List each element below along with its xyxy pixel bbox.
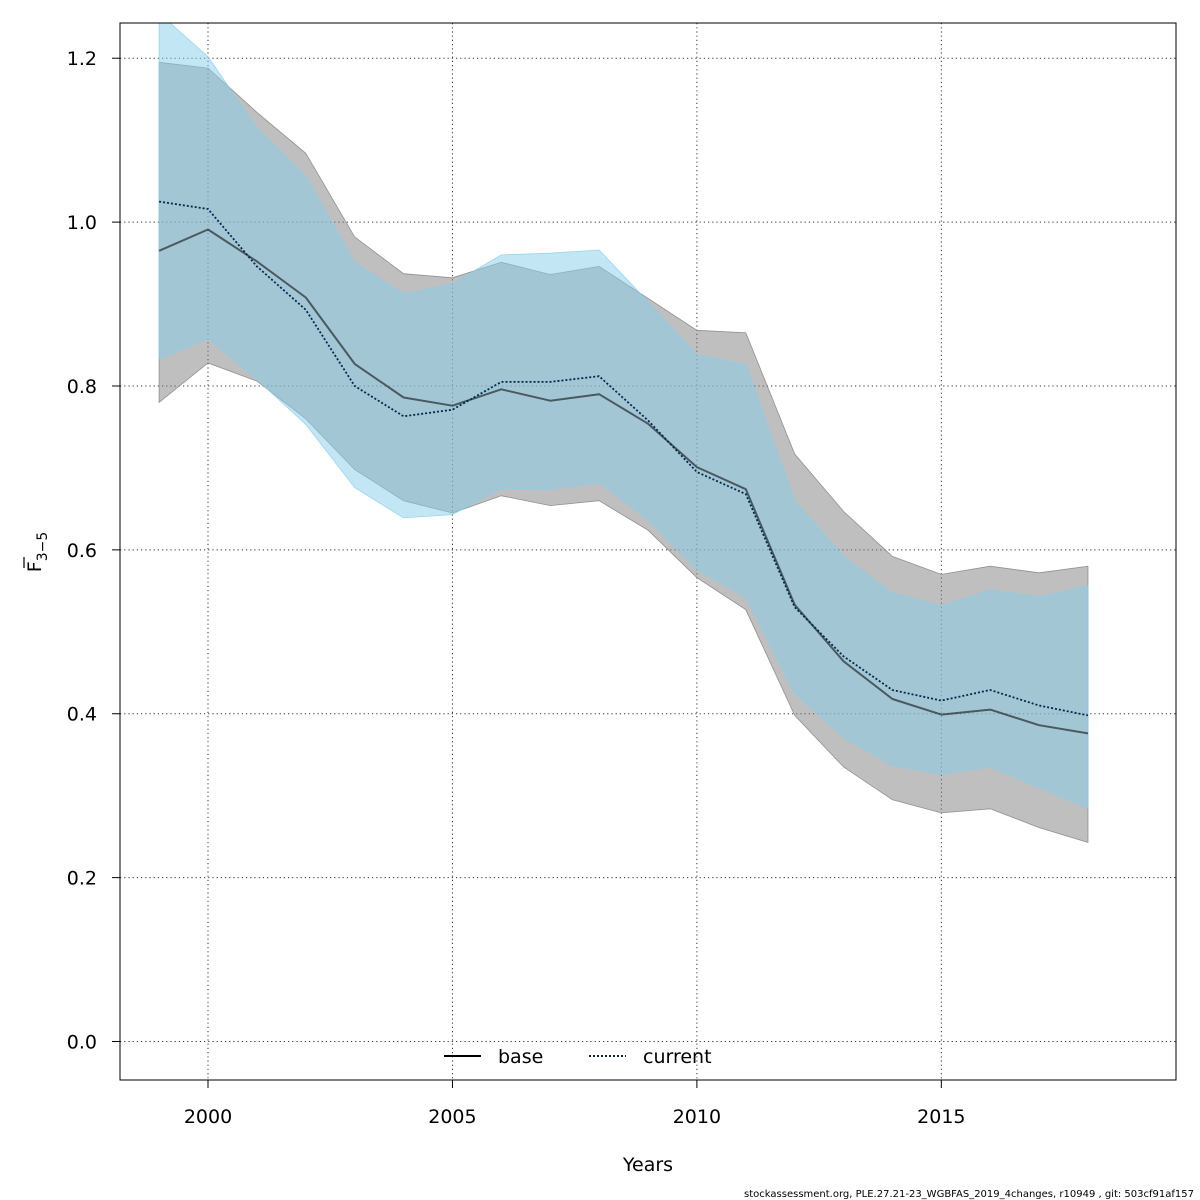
svg-text:F3−5: F3−5 bbox=[24, 532, 51, 572]
series-line-current bbox=[158, 200, 1089, 717]
x-axis: 2000 2005 2010 2015 bbox=[184, 1080, 966, 1128]
x-tick-label: 2015 bbox=[917, 1106, 965, 1128]
legend: base current bbox=[444, 1046, 712, 1068]
confidence-band-current bbox=[158, 23, 1089, 809]
y-tick-label: 0.8 bbox=[67, 376, 97, 398]
y-axis-title: F3−5 bbox=[23, 532, 51, 572]
y-tick-label: 0.2 bbox=[67, 868, 97, 890]
x-tick-label: 2010 bbox=[673, 1106, 721, 1128]
y-tick-label: 0.4 bbox=[67, 704, 97, 726]
legend-label-base: base bbox=[498, 1046, 543, 1068]
y-axis: 0.0 0.2 0.4 0.6 0.8 1.0 1.2 bbox=[67, 48, 120, 1053]
y-tick-label: 0.0 bbox=[67, 1031, 97, 1053]
y-axis-title-main: F bbox=[24, 561, 46, 572]
footer-text: stockassessment.org, PLE.27.21-23_WGBFAS… bbox=[744, 1189, 1194, 1200]
y-axis-title-subscript: 3−5 bbox=[35, 532, 51, 562]
y-tick-label: 1.2 bbox=[67, 48, 97, 70]
series-line-base bbox=[158, 228, 1089, 735]
plot-frame bbox=[119, 22, 1177, 1081]
x-axis-title: Years bbox=[622, 1154, 673, 1176]
x-tick-label: 2000 bbox=[184, 1106, 232, 1128]
confidence-bands bbox=[158, 23, 1089, 843]
y-tick-label: 1.0 bbox=[67, 212, 97, 234]
y-tick-label: 0.6 bbox=[67, 540, 97, 562]
x-tick-label: 2005 bbox=[428, 1106, 476, 1128]
series-lines bbox=[158, 200, 1089, 735]
legend-label-current: current bbox=[643, 1046, 712, 1068]
